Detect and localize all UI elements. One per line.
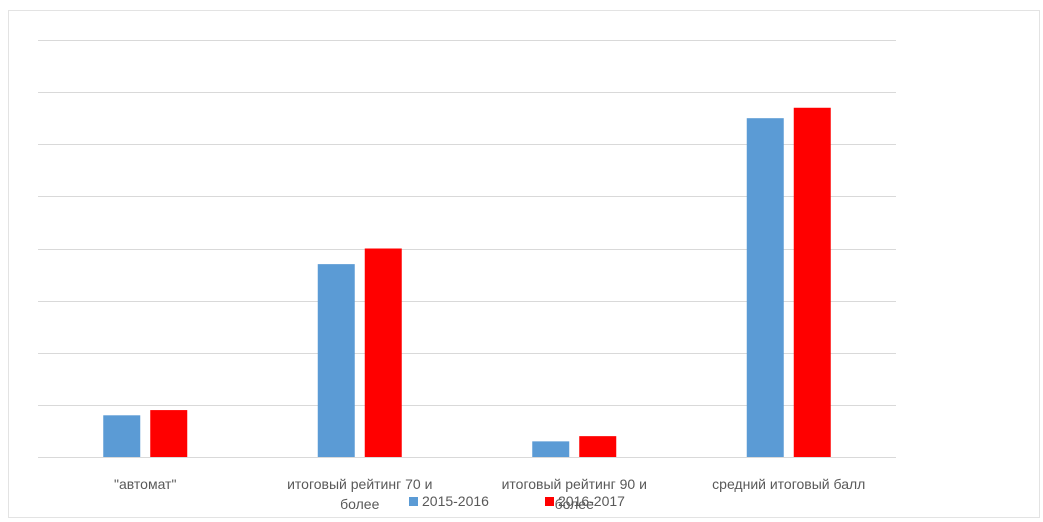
category-label: "автомат" [114, 476, 176, 492]
legend-label: 2016-2017 [558, 493, 625, 509]
legend-swatch [409, 497, 418, 506]
bar-2015-2016-0 [103, 415, 141, 457]
category-label: более [340, 496, 379, 512]
bar-2016-2017-3 [793, 107, 831, 457]
legend: 2015-2016 2016-2017 [409, 493, 625, 509]
chart-area [8, 10, 1040, 518]
bar-2016-2017-0 [150, 410, 188, 457]
bars [103, 107, 831, 457]
category-label: итоговый рейтинг 70 и [287, 476, 432, 492]
category-label: средний итоговый балл [712, 476, 865, 492]
category-labels: "автомат" итоговый рейтинг 70 и более итого… [114, 476, 865, 512]
bar-2015-2016-1 [317, 264, 355, 457]
category-label: итоговый рейтинг 90 и [502, 476, 647, 492]
category-label: более [555, 496, 594, 512]
legend-label: 2015-2016 [422, 493, 489, 509]
bar-2016-2017-2 [579, 436, 617, 457]
bar-2016-2017-1 [364, 248, 402, 457]
bar-2015-2016-2 [532, 441, 570, 457]
legend-swatch [545, 497, 554, 506]
bar-2015-2016-3 [746, 118, 784, 457]
